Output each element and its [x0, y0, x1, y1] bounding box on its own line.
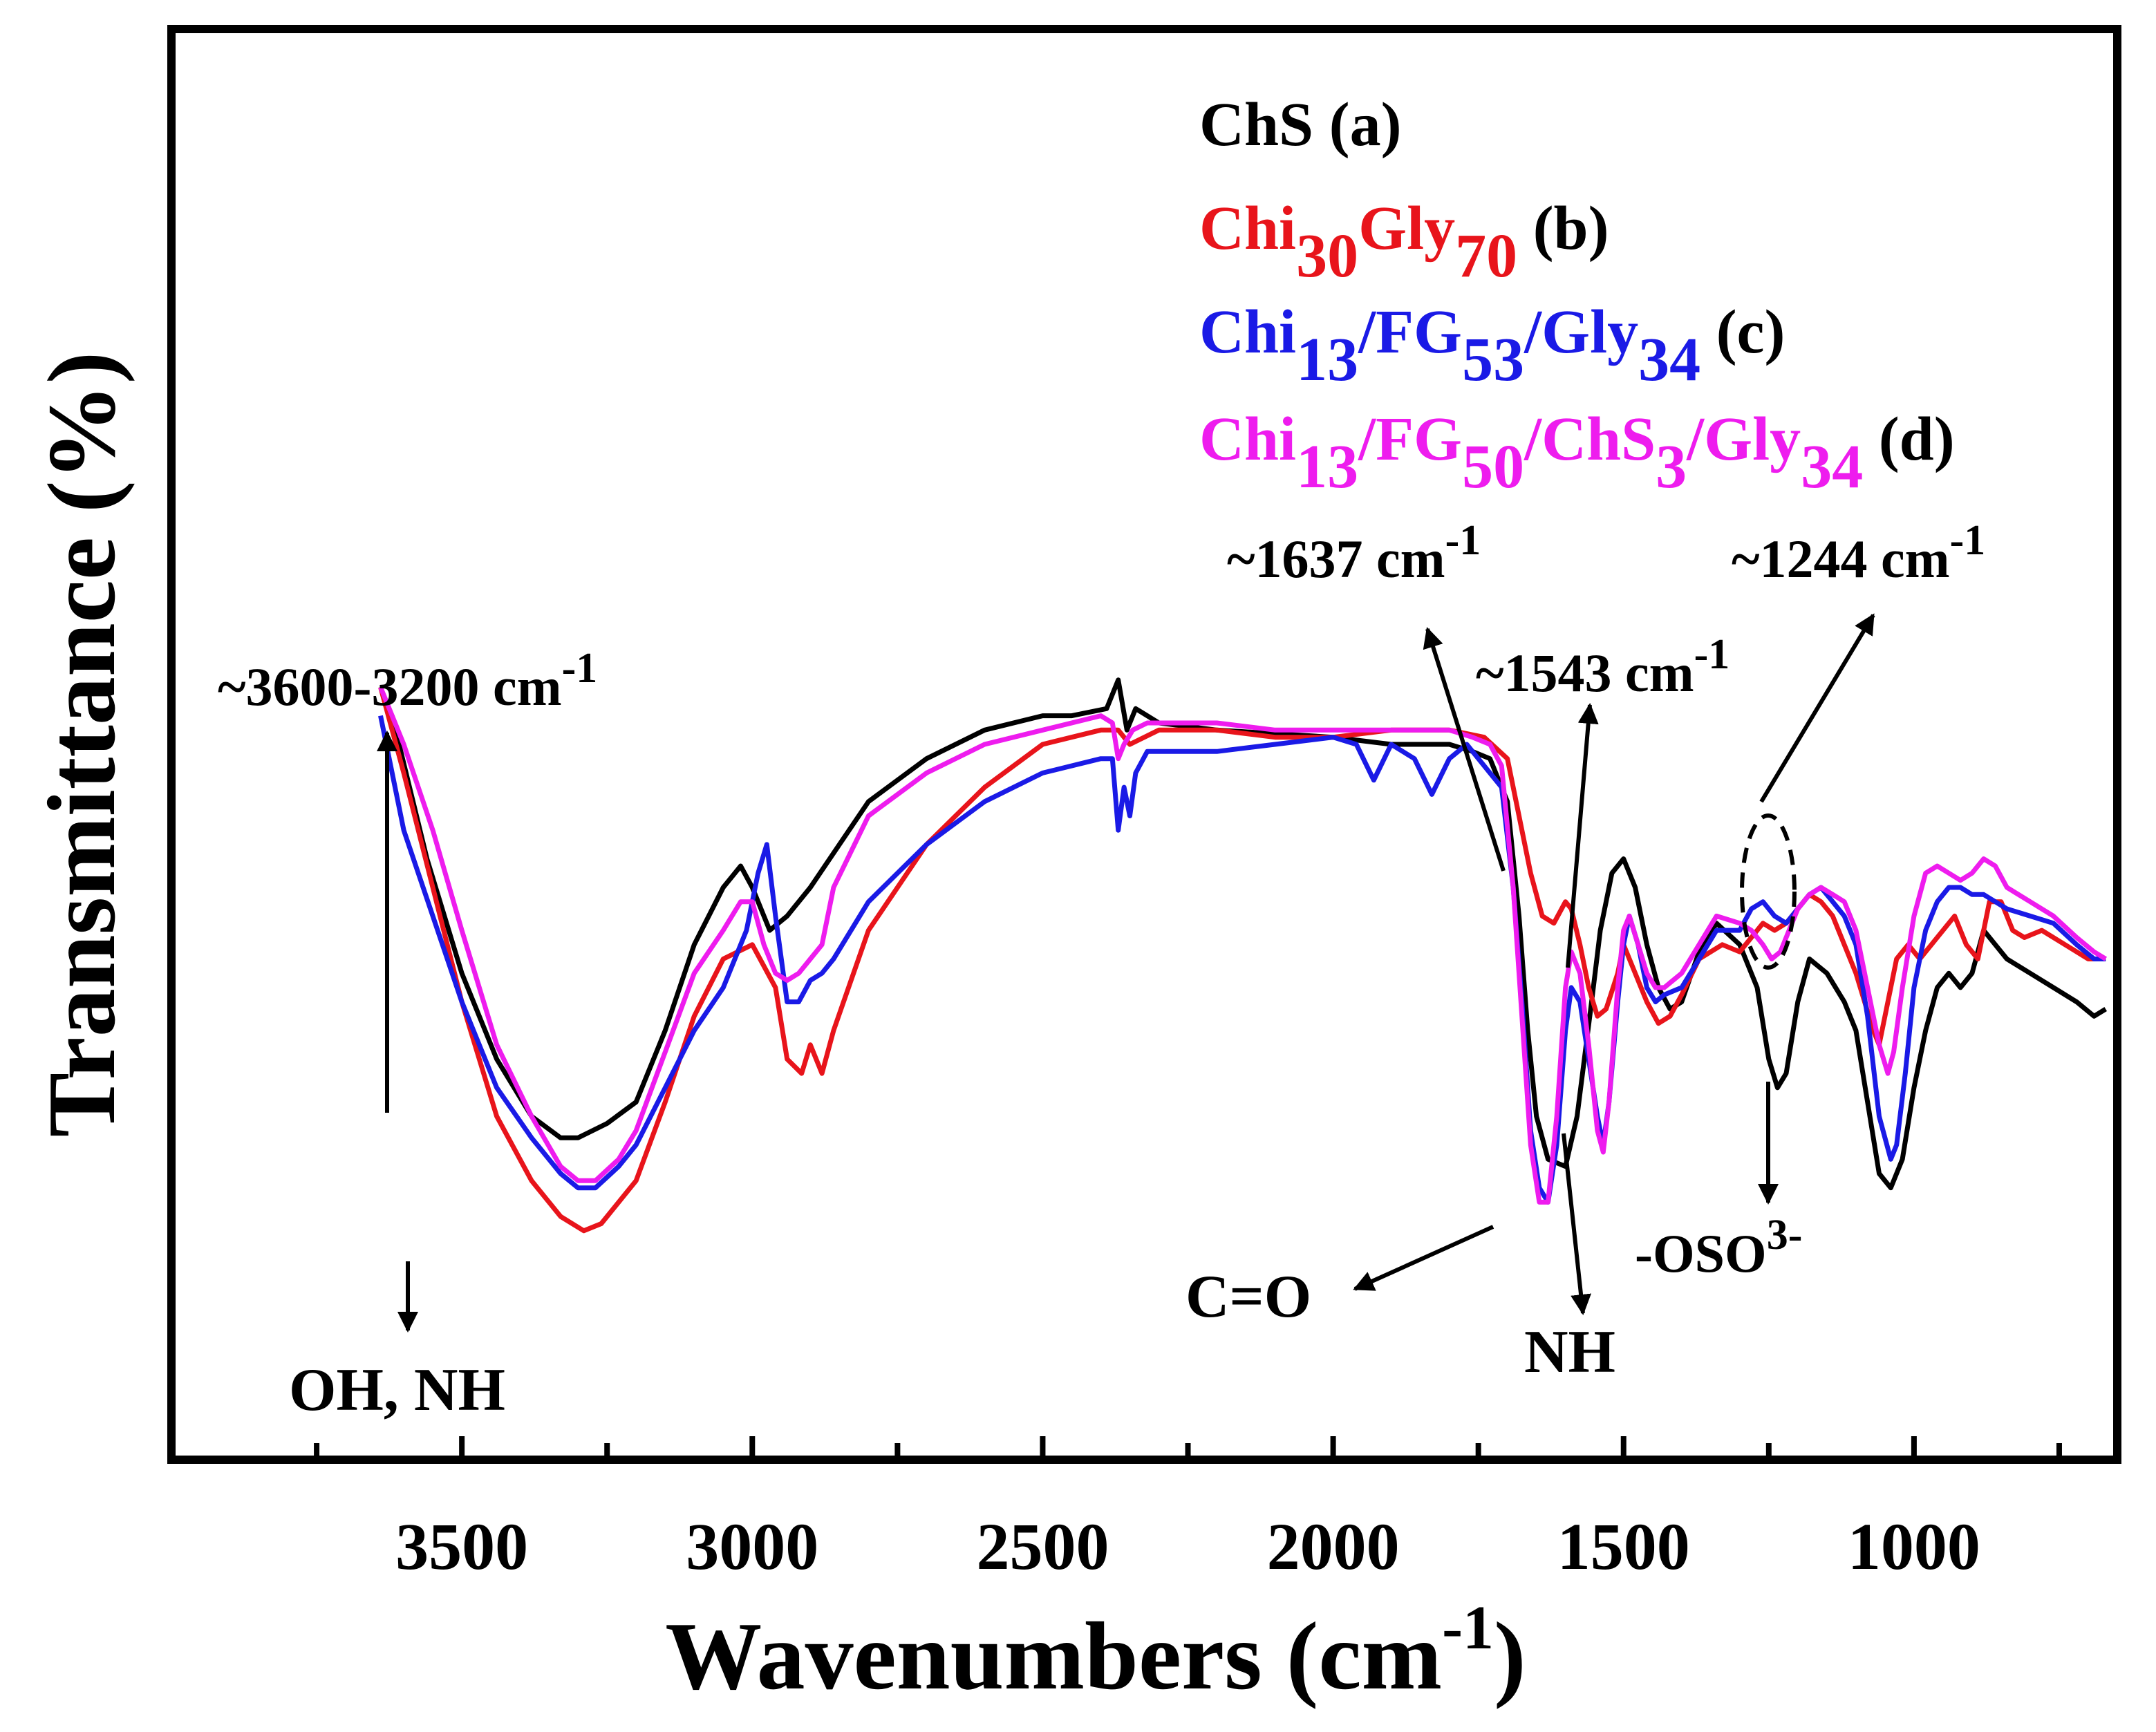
legend-entry-d: Chi13/FG50/ChS3/Gly34 (d): [1199, 405, 1955, 501]
annotation-superscript: 3-: [1767, 1212, 1803, 1259]
legend-text-part: 13: [1296, 326, 1358, 394]
annotation-main-text: NH: [1524, 1319, 1615, 1386]
legend-text-part: (a): [1313, 91, 1401, 159]
legend-text-part: 3: [1656, 433, 1687, 501]
legend-text-part: (d): [1863, 405, 1955, 473]
x-tick-label: 3500: [395, 1509, 528, 1583]
x-axis-label: Wavenumbers (cm-1): [665, 1594, 1526, 1710]
annotation-oh-label: OH, NH: [289, 1357, 505, 1424]
legend-text-part: Gly: [1358, 194, 1455, 263]
series-line-b: [378, 686, 2106, 1234]
legend-text-part: /FG: [1358, 298, 1462, 366]
x-tick-label: 1000: [1848, 1509, 1980, 1583]
arrow-nh: [1562, 1133, 1592, 1315]
series-line-d: [378, 686, 2108, 1205]
arrow-co: [1353, 1225, 1494, 1291]
annotation-co-label: C=O: [1185, 1263, 1311, 1330]
annotation-main-text: C=O: [1185, 1263, 1311, 1330]
legend-text-part: (b): [1517, 194, 1609, 263]
annotation-labels: ~3600-3200 cm-1OH, NH~1637 cm-1~1543 cm-…: [218, 517, 1985, 1424]
series-line-c: [378, 715, 2106, 1205]
x-tick-label: 3000: [686, 1509, 818, 1583]
arrow-1543: [1566, 703, 1599, 968]
annotation-superscript: -1: [1445, 517, 1481, 564]
x-axis: 3500 3000 2500 2000 1500 1000: [314, 1436, 2062, 1583]
annotation-main-text: ~1637 cm: [1227, 529, 1445, 589]
x-axis-label-main: Wavenumbers (cm: [665, 1603, 1442, 1710]
legend-text-part: 30: [1296, 222, 1358, 290]
annotation-main-text: -OSO: [1635, 1223, 1767, 1283]
x-axis-label-sup: -1: [1442, 1594, 1494, 1662]
annotation-oh-range: ~3600-3200 cm-1: [218, 645, 597, 717]
legend-text-part: Chi: [1199, 194, 1296, 263]
legend-text-part: (c): [1700, 298, 1785, 366]
series-layer: [378, 677, 2108, 1234]
annotation-superscript: -1: [1694, 631, 1730, 678]
legend-entry-b: Chi30Gly70 (b): [1199, 194, 1609, 290]
legend-text-part: 50: [1462, 433, 1524, 501]
legend-text-part: Chi: [1199, 405, 1296, 473]
legend-entry-c: Chi13/FG53/Gly34 (c): [1199, 298, 1785, 394]
x-axis-label-end: ): [1494, 1603, 1526, 1710]
annotation-a1637: ~1637 cm-1: [1227, 517, 1481, 589]
legend-text-part: 34: [1638, 326, 1700, 394]
legend-text-part: 13: [1296, 433, 1358, 501]
legend-text-part: /ChS: [1524, 405, 1656, 473]
plot-frame: [167, 25, 2121, 1464]
annotation-superscript: -1: [562, 645, 598, 692]
annotation-arrows: [377, 613, 1875, 1333]
x-tick-label: 2500: [976, 1509, 1109, 1583]
x-tick-label: 2000: [1267, 1509, 1400, 1583]
annotation-a1244: ~1244 cm-1: [1732, 517, 1985, 589]
legend-entry-a: ChS (a): [1199, 91, 1402, 159]
annotation-main-text: ~1244 cm: [1732, 529, 1950, 589]
legend-text-part: 34: [1801, 433, 1863, 501]
oso-peak-ellipse: [1740, 813, 1797, 970]
arrow-1244: [1759, 613, 1875, 803]
legend-text-part: /Gly: [1524, 298, 1638, 366]
legend-text-part: /Gly: [1686, 405, 1801, 473]
legend-text-part: 70: [1455, 222, 1517, 290]
y-axis-label: Transmittance (%): [28, 352, 135, 1138]
annotation-superscript: -1: [1950, 517, 1986, 564]
legend-text-part: 53: [1462, 326, 1524, 394]
legend-text-part: ChS: [1199, 91, 1313, 159]
legend-text-part: /FG: [1358, 405, 1462, 473]
legend: ChS (a)Chi30Gly70 (b)Chi13/FG53/Gly34 (c…: [1199, 91, 1955, 501]
legend-text-part: Chi: [1199, 298, 1296, 366]
arrow-1637: [1423, 627, 1506, 872]
series-line-a: [389, 677, 2108, 1191]
annotation-a1543: ~1543 cm-1: [1476, 631, 1730, 703]
annotation-oso-label: -OSO3-: [1635, 1212, 1802, 1283]
annotation-main-text: OH, NH: [289, 1357, 505, 1424]
annotation-main-text: ~3600-3200 cm: [218, 657, 562, 717]
annotation-main-text: ~1543 cm: [1476, 643, 1694, 703]
x-tick-label: 1500: [1557, 1509, 1690, 1583]
annotation-nh-label: NH: [1524, 1319, 1615, 1386]
